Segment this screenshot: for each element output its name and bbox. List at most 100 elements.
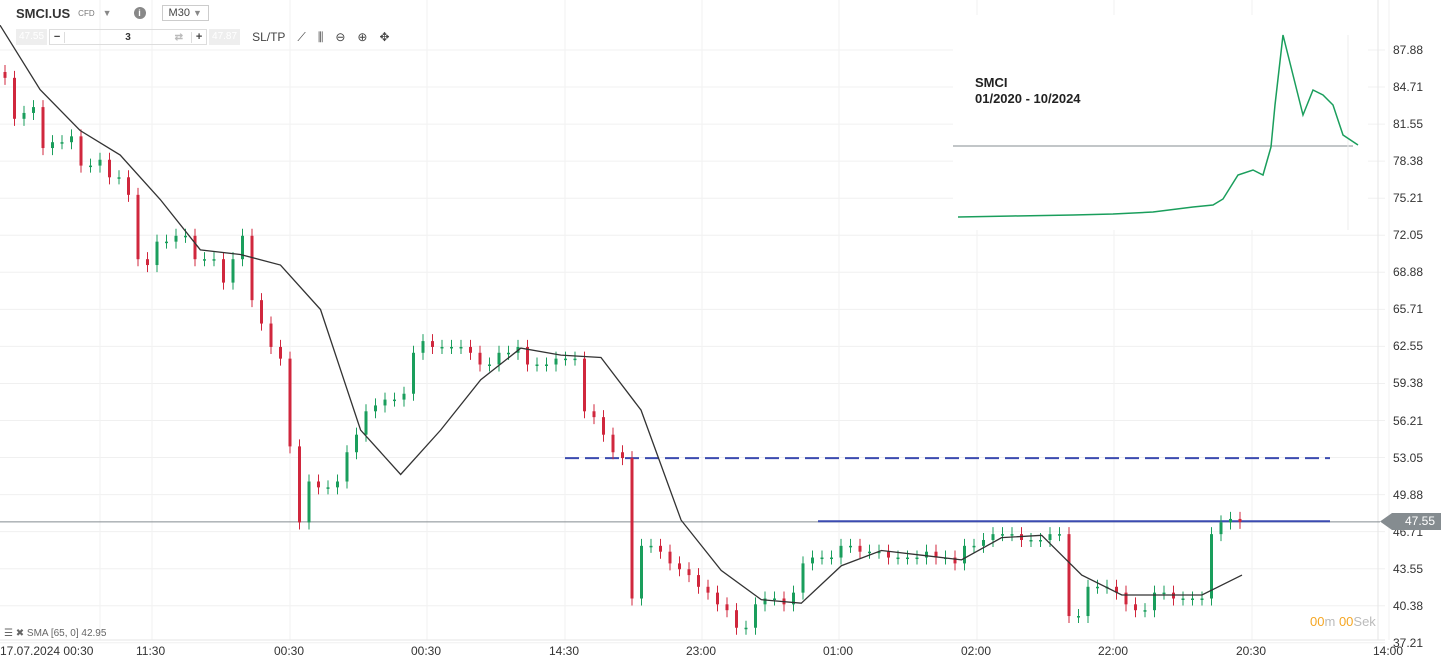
candle-body	[1153, 592, 1156, 611]
candle-body	[260, 300, 263, 324]
inset-chart-graphic	[953, 34, 1359, 230]
candle-body	[1058, 534, 1061, 536]
candle-body	[412, 352, 415, 394]
candle-body	[678, 563, 681, 570]
zoom-in-icon[interactable]: ⊕	[357, 30, 368, 44]
sell-price-button[interactable]: 47.55	[16, 29, 48, 45]
y-tick-label: 65.71	[1393, 302, 1424, 317]
y-tick-label: 43.55	[1393, 561, 1424, 576]
swap-icon[interactable]: ⇄	[174, 31, 184, 43]
info-icon[interactable]: i	[133, 7, 146, 19]
candle-body	[203, 259, 206, 261]
candle-body	[146, 259, 149, 266]
candle-body	[450, 346, 453, 349]
timeframe-select[interactable]: M30 ▼	[161, 5, 209, 21]
candle-body	[393, 399, 396, 402]
candle-body	[925, 551, 928, 558]
y-tick-label: 49.88	[1393, 487, 1424, 502]
indicator-settings-icon[interactable]: ☰	[4, 628, 13, 639]
candle-body	[402, 393, 406, 400]
candle-body	[241, 235, 244, 260]
line-chart-icon[interactable]: ⟋	[297, 29, 306, 44]
candlestick-icon[interactable]: ⫼	[317, 29, 324, 44]
candle-body	[763, 598, 767, 605]
candle-body	[1210, 534, 1213, 599]
timer-minutes: 00	[1310, 614, 1325, 629]
candle-body	[459, 346, 463, 349]
candle-body	[697, 575, 700, 587]
symbol-label[interactable]: SMCI.US	[16, 5, 71, 21]
candle-body	[535, 364, 539, 366]
candle-body	[820, 557, 824, 560]
candle-body	[659, 545, 662, 552]
x-tick-label: 22:00	[1098, 644, 1129, 658]
decrease-button[interactable]: −	[53, 31, 61, 43]
x-tick-label: 14:00	[1373, 644, 1404, 658]
candle-body	[345, 452, 349, 482]
candle-body	[1048, 534, 1052, 540]
candle-body	[573, 358, 577, 361]
increase-button[interactable]: +	[195, 31, 203, 43]
inset-title-symbol: SMCI	[975, 75, 1008, 90]
timer-seconds-unit: Sek	[1353, 614, 1376, 629]
candle-body	[165, 241, 168, 244]
candle-body	[849, 545, 852, 548]
indicator-remove-icon[interactable]: ✖	[15, 628, 25, 639]
candle-body	[1039, 539, 1042, 542]
candle-body	[1086, 586, 1090, 617]
symbol-dropdown-icon[interactable]: ▼	[102, 8, 112, 18]
candle-body	[127, 177, 130, 195]
candle-body	[668, 551, 672, 564]
candle-body	[155, 241, 159, 266]
x-tick-label: 02:00	[961, 644, 992, 658]
candle-body	[1162, 592, 1166, 595]
timer-minutes-unit: m	[1324, 614, 1336, 629]
candle-body	[934, 551, 938, 558]
sltp-button[interactable]: SL/TP	[252, 30, 286, 44]
quantity-input[interactable]: 3 ⇄	[64, 31, 193, 43]
long-term-inset-chart: SMCI 01/2020 - 10/2024	[953, 15, 1368, 230]
indicator-legend: ☰ ✖ SMA [65, 0] 42.95	[4, 628, 106, 639]
candle-body	[269, 323, 273, 347]
candle-body	[1229, 518, 1232, 523]
candle-body	[1115, 586, 1118, 593]
candle-body	[1029, 539, 1033, 542]
candle-body	[1077, 616, 1080, 618]
timeframe-value: M30	[168, 7, 190, 19]
candle-body	[801, 563, 805, 593]
candle-body	[41, 107, 45, 149]
candle-body	[193, 235, 197, 260]
candle-body	[611, 434, 615, 453]
current-price-tag: 47.55	[1380, 513, 1441, 530]
y-tick-label: 56.21	[1393, 413, 1424, 428]
candle-body	[421, 341, 425, 353]
candle-body	[830, 557, 833, 560]
y-tick-label: 75.21	[1393, 191, 1424, 206]
candle-body	[32, 107, 35, 113]
candle-body	[440, 346, 444, 349]
candle-body	[602, 417, 605, 435]
candle-body	[887, 551, 890, 558]
candle-body	[1010, 534, 1014, 536]
candle-body	[773, 598, 776, 600]
candle-body	[906, 557, 909, 560]
candle-body	[630, 458, 634, 599]
candle-body	[1181, 598, 1185, 600]
move-icon[interactable]: ✥	[379, 30, 390, 44]
candle-body	[621, 452, 624, 459]
zoom-out-icon[interactable]: ⊖	[335, 30, 346, 44]
buy-price-button[interactable]: 47.87	[209, 29, 241, 45]
candle-body	[526, 346, 529, 365]
candle-body	[355, 434, 358, 453]
candle-body	[991, 534, 995, 540]
quantity-stepper[interactable]: − 3 ⇄ +	[49, 29, 208, 45]
candle-body	[222, 259, 225, 283]
candle-body	[687, 569, 691, 576]
candle-body	[13, 77, 16, 119]
candle-body	[877, 551, 881, 554]
y-tick-label: 78.38	[1393, 154, 1424, 169]
candle-body	[839, 545, 843, 558]
sma-label: SMA [65, 0] 42.95	[26, 628, 107, 639]
candle-body	[307, 481, 311, 523]
